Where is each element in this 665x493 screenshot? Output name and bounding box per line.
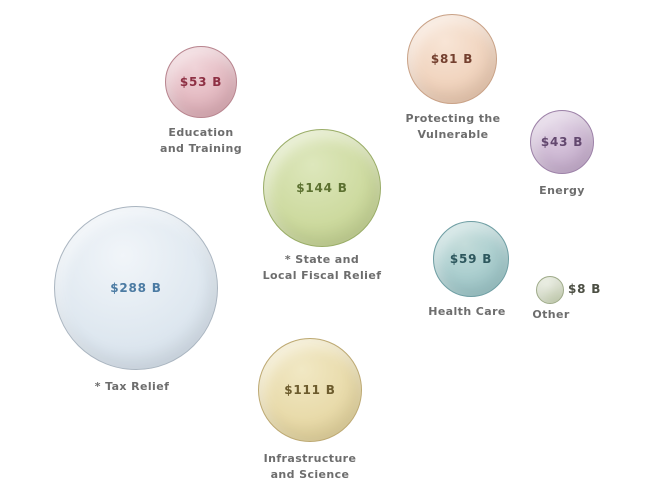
bubble-label-other: Other (532, 308, 570, 321)
bubble-energy[interactable]: $43 B (530, 110, 594, 174)
bubble-protecting-the-vulnerable[interactable]: $81 B (407, 14, 497, 104)
bubble-other[interactable] (536, 276, 564, 304)
bubble-label-state-local-fiscal-relief: * State and Local Fiscal Relief (262, 253, 382, 282)
bubble-education-training[interactable]: $53 B (165, 46, 237, 118)
bubble-label-health-care: Health Care (428, 305, 506, 318)
bubble-label-tax-relief: * Tax Relief (94, 380, 170, 393)
bubble-value-state-local-fiscal-relief: $144 B (296, 181, 348, 195)
bubble-value-education-training: $53 B (179, 75, 223, 89)
bubble-label-infrastructure-science: Infrastructure and Science (263, 452, 357, 481)
bubble-value-other: $8 B (568, 282, 602, 296)
bubble-label-protecting-the-vulnerable: Protecting the Vulnerable (405, 112, 501, 141)
bubble-value-protecting-the-vulnerable: $81 B (430, 52, 474, 66)
bubble-label-education-training: Education and Training (160, 126, 242, 155)
bubble-infrastructure-science[interactable]: $111 B (258, 338, 362, 442)
bubble-value-health-care: $59 B (449, 252, 493, 266)
bubble-value-energy: $43 B (540, 135, 584, 149)
bubble-tax-relief[interactable]: $288 B (54, 206, 218, 370)
bubble-label-energy: Energy (539, 184, 585, 197)
bubble-state-local-fiscal-relief[interactable]: $144 B (263, 129, 381, 247)
bubble-value-tax-relief: $288 B (110, 281, 162, 295)
bubble-health-care[interactable]: $59 B (433, 221, 509, 297)
bubble-value-infrastructure-science: $111 B (284, 383, 336, 397)
